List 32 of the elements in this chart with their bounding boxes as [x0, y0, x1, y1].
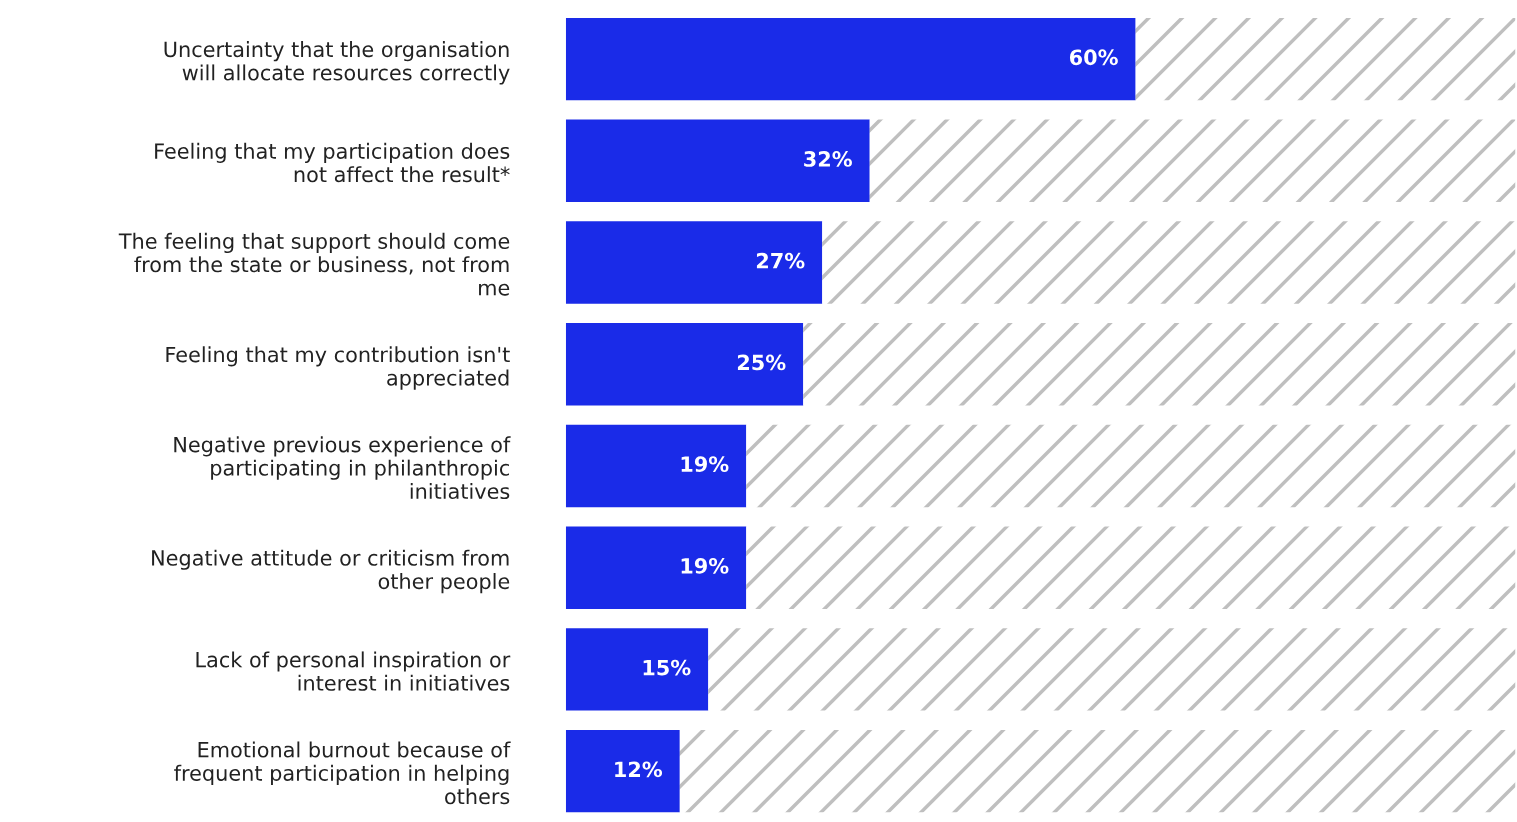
- bar: [565, 119, 870, 202]
- bar: [565, 729, 680, 813]
- y-tick-label: Lack of personal inspiration or interest in initiatives: [196, 651, 511, 691]
- y-tick-label: Emotional burnout because of frequent participation in helping others: [174, 741, 511, 805]
- data-label: 19%: [681, 456, 729, 473]
- bar: [746, 526, 1516, 609]
- bar: [679, 729, 1516, 813]
- bar: [565, 628, 709, 711]
- data-label: 25%: [737, 354, 786, 371]
- data-label: 12%: [615, 761, 663, 778]
- bar: [746, 424, 1516, 508]
- bar: [822, 221, 1516, 304]
- y-tick-label: Feeling that my participation does not affect the result*: [155, 142, 510, 183]
- y-tick-label: Negative attitude or criticism from other people: [152, 549, 510, 594]
- data-label: 27%: [756, 252, 805, 269]
- bar: [565, 526, 747, 609]
- data-label: 15%: [643, 659, 691, 676]
- bar: [803, 323, 1516, 406]
- y-tick-label: Feeling that my contribution isn't appreciated: [166, 346, 510, 390]
- data-label: 32%: [804, 151, 852, 167]
- bar: [565, 424, 747, 508]
- data-label: 60%: [1069, 49, 1118, 66]
- bar: [565, 323, 804, 406]
- bar: [708, 628, 1516, 711]
- bar: [1135, 17, 1516, 101]
- y-tick-label: Negative previous experience of participating in philanthropic initiatives: [174, 436, 511, 500]
- bar: [565, 17, 1136, 101]
- bar: [869, 119, 1516, 202]
- bar: [565, 221, 823, 304]
- y-tick-label: Uncertainty that the organisation will allocate resources correctly: [164, 41, 510, 85]
- y-tick-label: The feeling that support should come from the state or business, not from me: [118, 232, 510, 296]
- data-label: 19%: [681, 557, 729, 574]
